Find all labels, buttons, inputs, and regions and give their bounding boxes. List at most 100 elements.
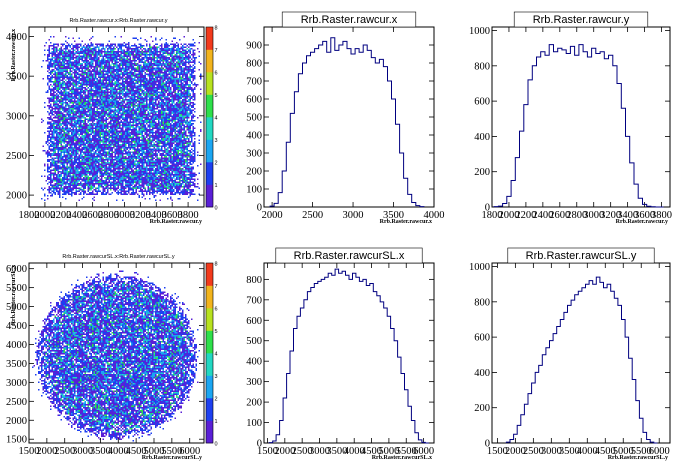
heatmap-cell: [60, 127, 62, 129]
heatmap-cell: [101, 55, 103, 57]
heatmap-cell: [99, 147, 101, 149]
heatmap-cell: [74, 144, 76, 146]
heatmap-cell: [71, 144, 73, 146]
heatmap-cell: [122, 142, 124, 144]
heatmap-cell: [65, 118, 67, 120]
heatmap-cell: [80, 48, 82, 50]
heatmap-cell: [81, 72, 83, 74]
heatmap-cell: [101, 123, 103, 125]
heatmap-cell: [123, 42, 125, 44]
heatmap-cell: [125, 69, 127, 71]
heatmap-cell: [110, 187, 112, 189]
heatmap-cell: [131, 166, 133, 168]
heatmap-cell: [89, 183, 91, 185]
heatmap-cell: [92, 112, 94, 114]
heatmap-cell: [119, 175, 121, 177]
heatmap-cell: [48, 178, 50, 180]
heatmap-cell: [78, 81, 80, 83]
heatmap-cell: [86, 157, 88, 159]
heatmap-cell: [83, 193, 85, 195]
heatmap-cell: [102, 102, 104, 104]
heatmap-cell: [113, 120, 115, 122]
heatmap-cell: [74, 100, 76, 102]
heatmap-cell: [107, 51, 109, 53]
heatmap-cell: [84, 52, 86, 54]
heatmap-cell: [119, 183, 121, 185]
heatmap-cell: [89, 69, 91, 71]
heatmap-cell: [131, 117, 133, 119]
heatmap-cell: [89, 151, 91, 153]
heatmap-cell: [129, 97, 131, 99]
heatmap-cell: [72, 100, 74, 102]
heatmap-cell: [123, 49, 125, 51]
heatmap-cell: [86, 46, 88, 48]
heatmap-cell: [66, 102, 68, 104]
heatmap-cell: [111, 142, 113, 144]
heatmap-cell: [78, 124, 80, 126]
heatmap-cell: [120, 114, 122, 116]
heatmap-cell: [77, 144, 79, 146]
heatmap-cell: [90, 193, 92, 195]
heatmap-cell: [69, 139, 71, 141]
heatmap-cell: [99, 96, 101, 98]
heatmap-cell: [117, 106, 119, 108]
heatmap-cell: [114, 88, 116, 90]
heatmap-cell: [86, 183, 88, 185]
heatmap-cell: [81, 132, 83, 134]
heatmap-cell: [63, 58, 65, 60]
heatmap-cell: [131, 67, 133, 69]
heatmap-cell: [123, 100, 125, 102]
heatmap-cell: [93, 60, 95, 62]
heatmap-cell: [108, 103, 110, 105]
heatmap-cell: [57, 67, 59, 69]
heatmap-cell: [47, 189, 49, 191]
heatmap-cell: [128, 100, 130, 102]
heatmap-cell: [81, 108, 83, 110]
heatmap-cell: [108, 99, 110, 101]
heatmap-cell: [53, 150, 55, 152]
heatmap-cell: [120, 138, 122, 140]
heatmap-cell: [89, 90, 91, 92]
heatmap-cell: [87, 51, 89, 53]
heatmap-cell: [65, 69, 67, 71]
heatmap-cell: [78, 88, 80, 90]
heatmap-cell: [65, 73, 67, 75]
heatmap-cell: [63, 169, 65, 171]
heatmap-cell: [116, 187, 118, 189]
heatmap-cell: [98, 64, 100, 66]
heatmap-cell: [95, 151, 97, 153]
heatmap-cell: [68, 193, 70, 195]
heatmap-cell: [57, 124, 59, 126]
heatmap-cell: [120, 136, 122, 138]
heatmap-cell: [80, 124, 82, 126]
heatmap-cell: [92, 187, 94, 189]
heatmap-cell: [65, 117, 67, 119]
heatmap-cell: [126, 109, 128, 111]
heatmap-cell: [96, 81, 98, 83]
heatmap-cell: [74, 97, 76, 99]
heatmap-cell: [71, 150, 73, 152]
heatmap-cell: [102, 118, 104, 120]
heatmap-cell: [129, 100, 131, 102]
heatmap-cell: [69, 144, 71, 146]
heatmap-cell: [87, 126, 89, 128]
heatmap-cell: [89, 82, 91, 84]
heatmap-cell: [114, 130, 116, 132]
heatmap-cell: [51, 153, 53, 155]
heatmap-cell: [71, 120, 73, 122]
heatmap-cell: [89, 156, 91, 158]
heatmap-cell: [57, 126, 59, 128]
heatmap-cell: [51, 108, 53, 110]
heatmap-cell: [47, 154, 49, 156]
heatmap-cell: [69, 102, 71, 104]
heatmap-cell: [90, 153, 92, 155]
heatmap-cell: [119, 78, 121, 80]
heatmap-cell: [98, 168, 100, 170]
heatmap-cell: [69, 96, 71, 98]
heatmap-cell: [107, 139, 109, 141]
heatmap-cell: [104, 66, 106, 68]
heatmap-cell: [57, 142, 59, 144]
heatmap-cell: [126, 193, 128, 195]
heatmap-cell: [99, 115, 101, 117]
heatmap-cell: [114, 145, 116, 147]
